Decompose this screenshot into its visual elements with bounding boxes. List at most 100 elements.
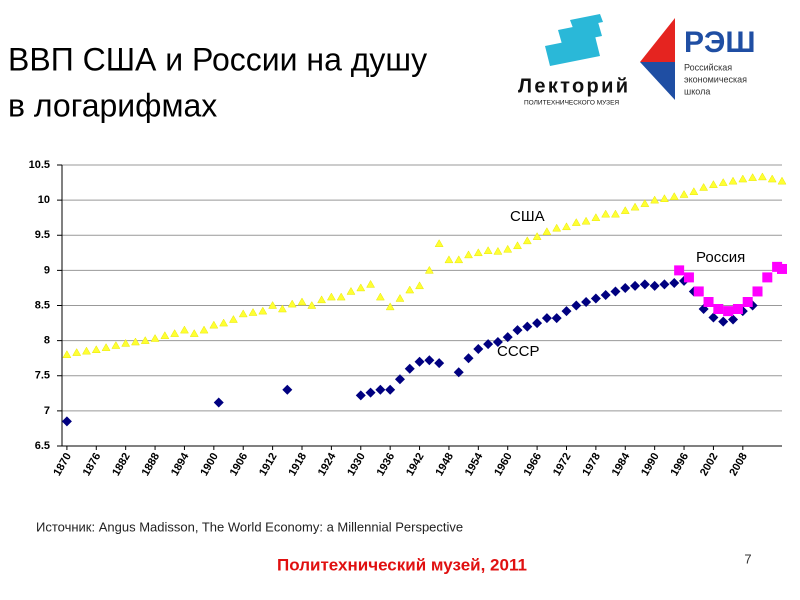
marker [728, 176, 738, 185]
footer: Политехнический музей, 2011 [277, 555, 527, 574]
marker [453, 367, 464, 378]
marker [483, 339, 494, 350]
marker [600, 289, 611, 300]
marker [723, 306, 734, 317]
marker [738, 174, 748, 183]
marker [385, 302, 395, 311]
marker [493, 246, 503, 255]
marker [317, 295, 327, 304]
marker [140, 336, 150, 344]
marker [541, 313, 552, 324]
marker [718, 178, 728, 186]
marker [180, 325, 189, 334]
marker [82, 346, 91, 355]
marker [307, 300, 317, 309]
marker [375, 292, 385, 301]
marker [728, 314, 739, 325]
marker [213, 397, 224, 408]
y-tick-label: 10 [38, 194, 50, 206]
marker [414, 356, 425, 367]
marker [571, 218, 581, 226]
marker [532, 232, 542, 240]
series-label: Россия [696, 249, 745, 266]
marker [326, 292, 336, 301]
title-line: ВВП США и России на душу [8, 41, 427, 77]
marker [72, 348, 82, 356]
marker [708, 312, 719, 323]
marker [610, 286, 621, 297]
y-tick-label: 10.5 [29, 159, 50, 171]
marker [170, 329, 180, 337]
marker [492, 337, 503, 348]
marker [689, 187, 699, 195]
marker [757, 172, 767, 181]
marker [601, 209, 611, 218]
marker [732, 304, 743, 315]
marker [562, 222, 571, 231]
marker [61, 416, 72, 427]
marker [522, 321, 533, 332]
marker [150, 334, 160, 342]
logo-text: РЭШ [684, 26, 756, 59]
marker [669, 278, 680, 289]
marker [463, 353, 474, 364]
marker [752, 286, 763, 297]
marker [512, 325, 523, 336]
nes-logo: РЭШ Российская экономическая школа [640, 18, 756, 100]
marker [356, 283, 366, 292]
marker [561, 306, 572, 317]
marker [708, 180, 718, 188]
marker [473, 344, 484, 355]
y-tick-label: 6.5 [35, 440, 50, 452]
marker [111, 341, 121, 349]
marker [375, 384, 386, 395]
marker [219, 318, 229, 327]
marker [748, 173, 758, 181]
marker [282, 384, 293, 395]
marker [209, 320, 219, 329]
marker [258, 306, 268, 315]
marker [581, 296, 592, 307]
marker [590, 293, 601, 304]
marker [552, 223, 562, 232]
marker [640, 199, 650, 207]
marker [394, 374, 405, 385]
logo-text: Российская [684, 62, 732, 72]
marker [444, 255, 454, 264]
marker [366, 279, 376, 288]
logo-text: Лекторий [518, 75, 628, 97]
marker [660, 194, 669, 202]
marker [630, 280, 641, 291]
marker [571, 300, 582, 311]
marker [777, 263, 787, 274]
marker [777, 176, 787, 185]
marker [434, 239, 444, 247]
y-tick-label: 7 [44, 405, 50, 417]
marker [611, 209, 620, 218]
y-tick-label: 7.5 [35, 370, 50, 382]
marker [336, 292, 346, 301]
marker [454, 255, 464, 264]
marker [669, 192, 679, 200]
marker [101, 343, 111, 351]
marker [385, 384, 396, 395]
marker [532, 318, 543, 329]
marker [473, 248, 483, 257]
marker [238, 309, 248, 318]
marker [693, 286, 704, 297]
logo-text: ПОЛИТЕХНИЧЕСКОГО МУЗЕЯ [524, 100, 619, 107]
marker [679, 190, 689, 198]
marker [483, 246, 493, 254]
series-label: СССР [497, 343, 540, 360]
marker [630, 202, 640, 211]
marker [591, 213, 601, 221]
y-tick-label: 8 [44, 335, 50, 347]
marker [542, 227, 552, 235]
marker [121, 338, 131, 347]
marker [767, 174, 777, 183]
logo-text: экономическая [684, 74, 747, 84]
marker [713, 304, 724, 315]
logo-shape [570, 14, 603, 28]
y-tick-label: 9 [44, 264, 50, 276]
marker [268, 300, 278, 309]
